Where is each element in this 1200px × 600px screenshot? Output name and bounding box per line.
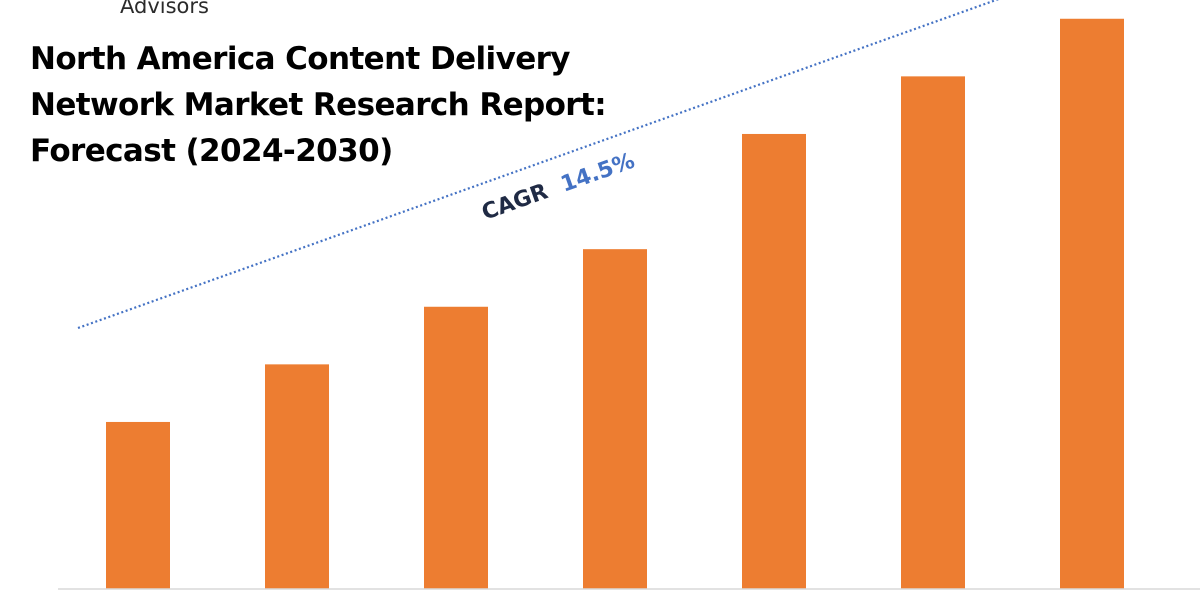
bar-1	[106, 421, 170, 589]
cagr-prefix: CAGR	[479, 179, 552, 225]
cagr-value: 14.5%	[558, 149, 638, 198]
cagr-label: CAGR 14.5%	[479, 149, 638, 226]
bar-5	[742, 133, 806, 589]
chart-title: North America Content Delivery Network M…	[30, 41, 607, 169]
bar-4	[583, 249, 647, 589]
bar-7	[1060, 18, 1124, 589]
brand-name: Advisors	[120, 0, 209, 18]
bars-group	[106, 18, 1124, 590]
bar-2	[265, 364, 329, 589]
bar-6	[901, 76, 965, 590]
bar-3	[424, 306, 488, 589]
cagr-trend-line	[77, 0, 1000, 330]
